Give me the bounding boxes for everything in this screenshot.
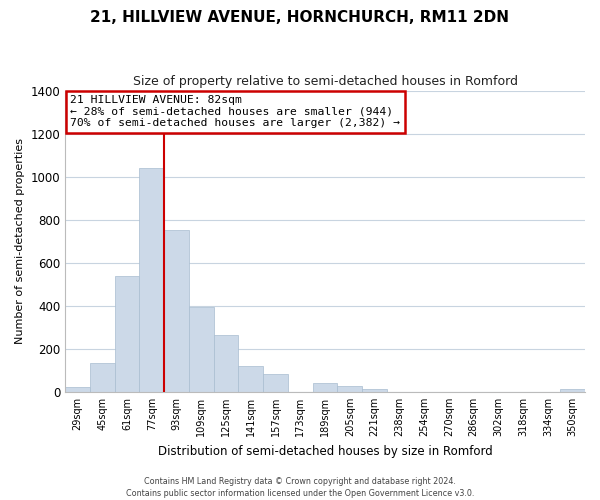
Bar [189, 307, 214, 392]
Bar [313, 383, 337, 392]
Text: 21, HILLVIEW AVENUE, HORNCHURCH, RM11 2DN: 21, HILLVIEW AVENUE, HORNCHURCH, RM11 2D… [91, 10, 509, 25]
Bar [214, 335, 238, 392]
Bar [90, 363, 115, 392]
Title: Size of property relative to semi-detached houses in Romford: Size of property relative to semi-detach… [133, 75, 518, 88]
Bar [139, 168, 164, 392]
Y-axis label: Number of semi-detached properties: Number of semi-detached properties [15, 138, 25, 344]
X-axis label: Distribution of semi-detached houses by size in Romford: Distribution of semi-detached houses by … [158, 444, 493, 458]
Bar [238, 366, 263, 392]
Bar [337, 386, 362, 392]
Bar [65, 386, 90, 392]
Text: Contains HM Land Registry data © Crown copyright and database right 2024.
Contai: Contains HM Land Registry data © Crown c… [126, 476, 474, 498]
Bar [560, 390, 585, 392]
Bar [115, 276, 139, 392]
Bar [362, 390, 387, 392]
Text: 21 HILLVIEW AVENUE: 82sqm
← 28% of semi-detached houses are smaller (944)
70% of: 21 HILLVIEW AVENUE: 82sqm ← 28% of semi-… [70, 95, 400, 128]
Bar [164, 230, 189, 392]
Bar [263, 374, 288, 392]
